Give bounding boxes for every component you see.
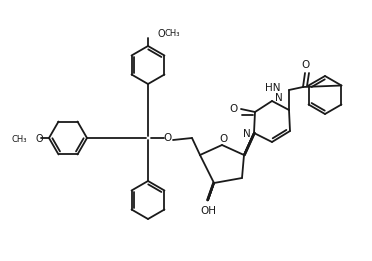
Text: N: N <box>275 93 283 103</box>
Text: CH₃: CH₃ <box>164 29 180 39</box>
Text: O: O <box>229 104 237 114</box>
Text: O: O <box>35 134 43 144</box>
Text: O: O <box>301 60 309 70</box>
Text: O: O <box>157 29 165 39</box>
Text: O: O <box>219 134 227 144</box>
Text: OH: OH <box>200 206 216 216</box>
Text: CH₃: CH₃ <box>12 134 27 144</box>
Text: HN: HN <box>266 83 281 93</box>
Text: O: O <box>164 133 172 143</box>
Text: N: N <box>243 129 251 139</box>
